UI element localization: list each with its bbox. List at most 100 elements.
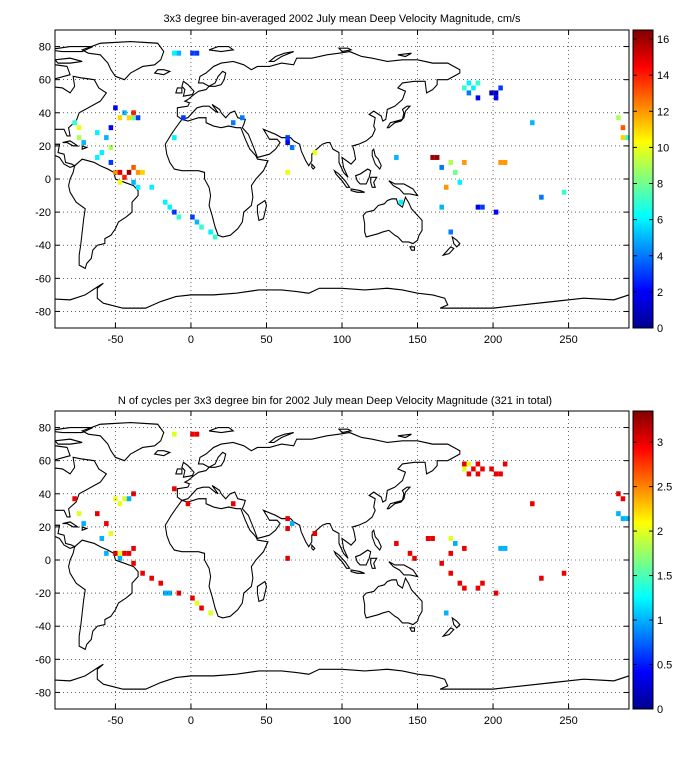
data-cell	[616, 491, 621, 497]
x-tick-label: 200	[484, 334, 502, 346]
data-cell	[113, 105, 118, 111]
x-tick-label: 50	[260, 715, 272, 727]
data-cell	[471, 85, 476, 91]
data-cell	[489, 466, 494, 472]
chart-title-bottom: N of cycles per 3x3 degree bin for 2002 …	[118, 395, 552, 407]
data-cell	[113, 496, 118, 502]
data-cell	[285, 555, 290, 561]
data-cell	[453, 169, 458, 175]
data-cell	[131, 545, 136, 551]
colorbar-tick-label: 10	[657, 142, 669, 154]
data-cell	[122, 174, 127, 180]
data-cell	[172, 431, 177, 437]
data-cell	[471, 466, 476, 472]
colorbar-tick-label: 3	[657, 437, 663, 449]
data-cell	[190, 214, 195, 220]
data-cell	[158, 580, 163, 586]
colorbar-bottom	[632, 410, 654, 710]
colorbar-tick-label: 1	[657, 615, 663, 627]
data-cell	[462, 85, 467, 91]
data-cell	[620, 516, 626, 522]
data-cell	[457, 179, 463, 185]
axis-ticks-top: -50 0 50 100 150 200 250 -80 -60 -40 -20 0 20 40 60 80	[35, 30, 629, 346]
x-tick-label: 150	[408, 334, 426, 346]
data-cell	[475, 80, 481, 86]
data-cells-top	[72, 50, 630, 240]
data-cell	[493, 590, 499, 596]
data-cell	[95, 130, 100, 136]
data-cell	[616, 115, 621, 121]
data-cell	[185, 501, 191, 507]
data-cell	[448, 570, 454, 576]
data-cell	[289, 521, 295, 527]
y-tick-label: 60	[39, 456, 51, 468]
data-cell	[122, 496, 127, 502]
data-cell	[394, 154, 399, 160]
data-cell	[498, 85, 503, 91]
data-cell	[398, 199, 404, 205]
data-cell	[462, 461, 467, 467]
y-tick-label: 0	[45, 555, 51, 567]
y-tick-label: 80	[39, 42, 51, 54]
data-cell	[620, 125, 626, 131]
y-tick-label: 40	[39, 108, 51, 120]
data-cell	[493, 90, 499, 96]
data-cell	[539, 575, 544, 581]
y-tick-label: 0	[45, 174, 51, 186]
data-cell	[412, 555, 417, 561]
data-cell	[135, 115, 141, 121]
data-cell	[126, 496, 132, 502]
data-cell	[167, 204, 173, 210]
data-cell	[489, 90, 494, 96]
x-tick-label: 0	[188, 715, 194, 727]
data-cell	[466, 471, 472, 477]
data-cell	[176, 590, 182, 596]
data-cell	[448, 535, 454, 541]
data-cell	[448, 550, 454, 556]
data-cell	[72, 120, 77, 126]
data-cell	[117, 179, 123, 185]
data-cell	[230, 120, 236, 126]
data-cell	[625, 135, 630, 141]
data-cell	[212, 234, 218, 240]
y-tick-label: 20	[39, 141, 51, 153]
data-cell	[430, 154, 435, 160]
data-cell	[131, 110, 136, 116]
data-cells-bottom	[72, 431, 630, 616]
data-cell	[76, 125, 82, 131]
data-cell	[140, 570, 145, 576]
data-cell	[126, 550, 132, 556]
data-cell	[394, 540, 399, 546]
data-cell	[285, 140, 290, 146]
colorbar-tick-label: 0.5	[657, 660, 672, 672]
data-cell	[190, 595, 195, 601]
data-cell	[76, 511, 82, 517]
y-tick-label: -20	[35, 588, 51, 600]
data-cell	[172, 135, 177, 141]
data-cell	[135, 169, 141, 175]
data-cell	[81, 140, 86, 146]
colorbar-ticks-bottom: 0 0.5 1 1.5 2 2.5 3	[633, 437, 672, 716]
data-cell	[453, 540, 458, 546]
x-tick-label: 100	[333, 334, 351, 346]
data-cell	[616, 511, 621, 517]
data-cell	[448, 159, 454, 165]
data-cell	[493, 471, 499, 477]
data-cell	[194, 50, 200, 56]
data-cell	[230, 501, 236, 507]
colorbar-top	[632, 29, 654, 329]
data-cell	[172, 209, 177, 215]
data-cell	[285, 169, 290, 175]
colorbar-tick-label: 6	[657, 215, 663, 227]
data-cell	[122, 110, 127, 116]
data-cell	[502, 545, 508, 551]
colorbar-tick-label: 14	[657, 70, 669, 82]
data-cell	[439, 204, 444, 210]
chart-top: 3x3 degree bin-averaged 2002 July mean D…	[35, 13, 669, 346]
data-cell	[439, 164, 444, 170]
axis-ticks-bottom: -50 0 50 100 150 200 250 -80 -60 -40 -20 0 20 40 60 80	[35, 411, 629, 727]
chart-title-top: 3x3 degree bin-averaged 2002 July mean D…	[163, 13, 521, 25]
data-cell	[312, 531, 318, 536]
colorbar-tick-label: 2.5	[657, 482, 672, 494]
data-cell	[312, 150, 318, 155]
